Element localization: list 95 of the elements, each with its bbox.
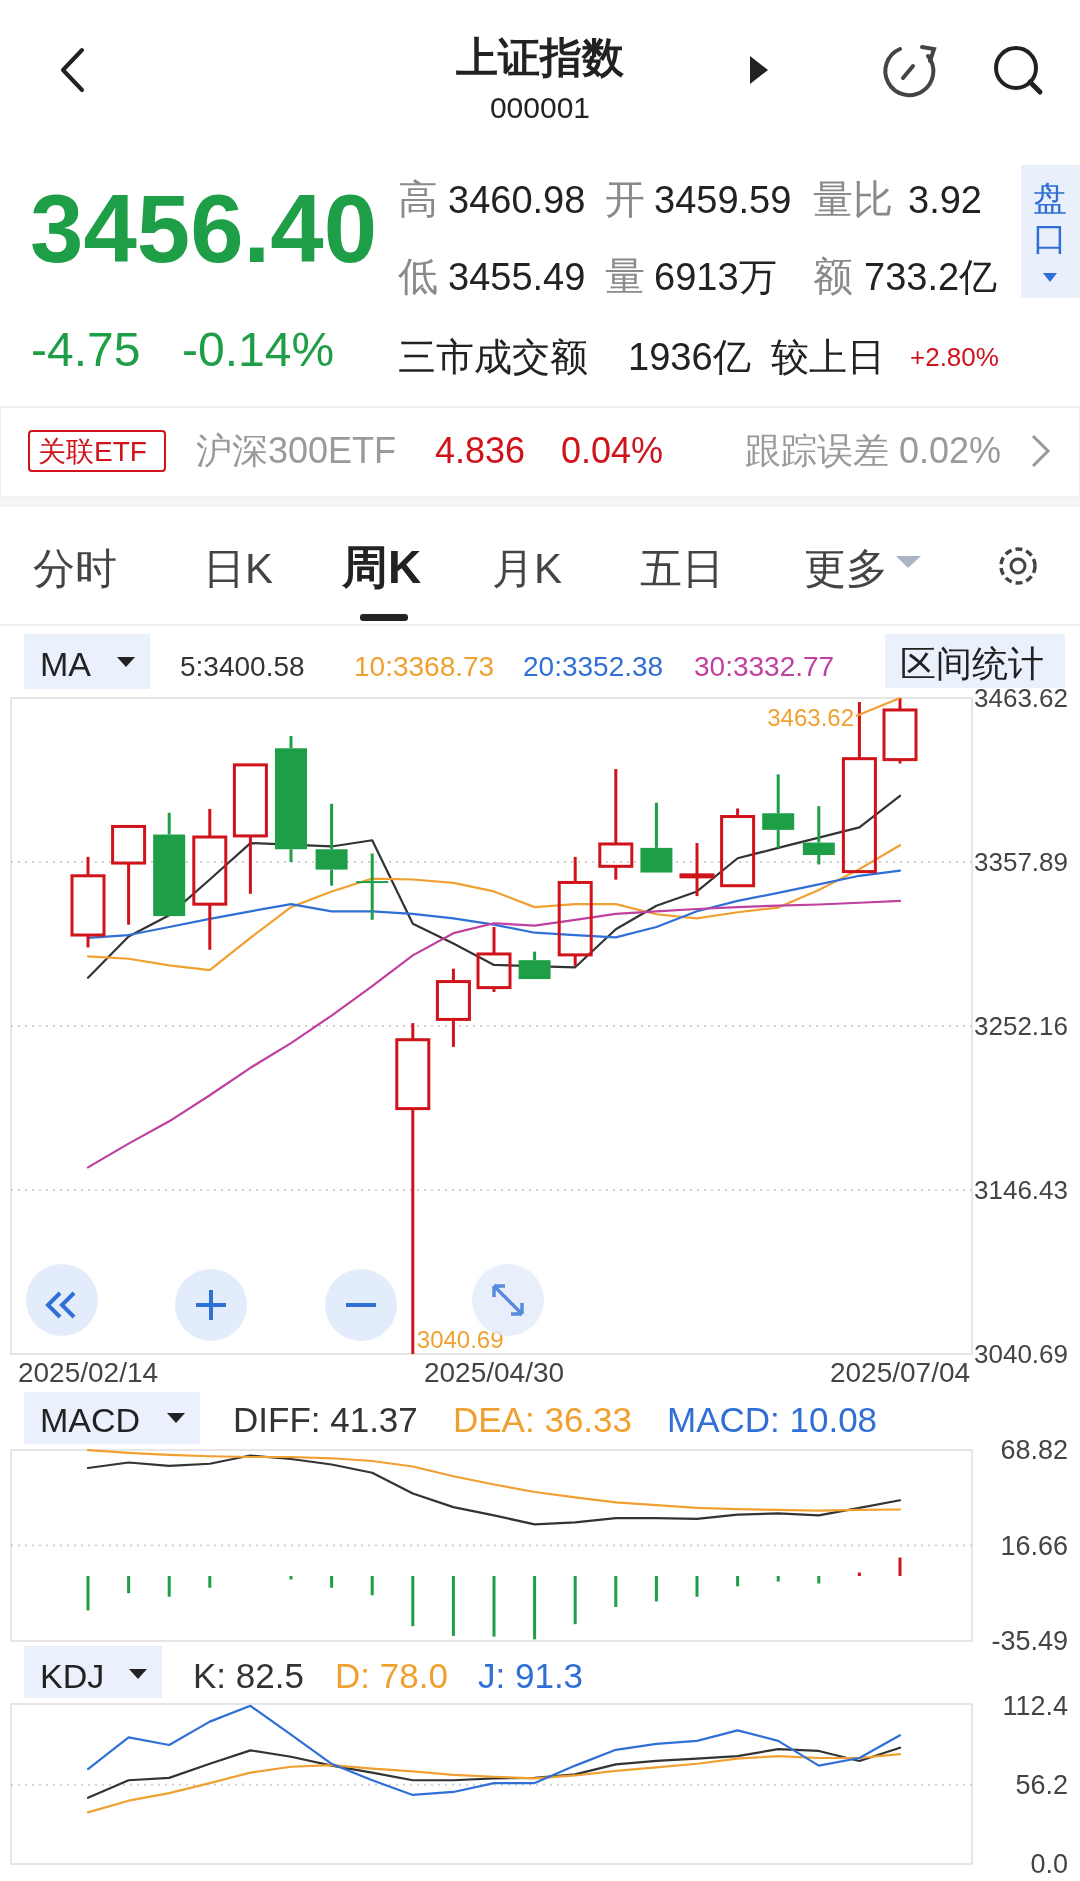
y-tick-label: 16.66 (1000, 1530, 1068, 1561)
text: 20:3352.38 (523, 651, 664, 682)
text: 量比 (813, 177, 893, 221)
bar (533, 1576, 537, 1640)
text: 3.92 (908, 179, 982, 221)
text: -0.14% (182, 323, 335, 376)
text: 4.836 (435, 430, 526, 471)
line-series (86, 794, 902, 979)
bar (330, 1576, 334, 1588)
candlestick (679, 843, 715, 898)
text: 更多 (804, 545, 888, 592)
text: 0.04% (561, 430, 664, 471)
bar (208, 1576, 212, 1588)
x-tick-label: 2025/02/14 (17, 1357, 159, 1388)
series-label: DEA: 36.33 (453, 1400, 632, 1439)
text: 000001 (489, 91, 591, 124)
bar (898, 1557, 902, 1577)
text: 3455.49 (448, 256, 586, 298)
y-tick-label: 3146.43 (974, 1174, 1068, 1205)
text: 量 (605, 254, 645, 298)
x-tick-label: 2025/07/04 (829, 1357, 971, 1388)
bar (857, 1572, 861, 1577)
text: 较上日 (771, 336, 885, 378)
bar (411, 1576, 415, 1627)
text: 日K (203, 545, 274, 592)
chart-title: KDJ (40, 1657, 105, 1695)
line-series (86, 844, 902, 972)
y-tick-label: 56.2 (1015, 1769, 1068, 1800)
bar (573, 1576, 577, 1625)
bar (127, 1576, 131, 1594)
series-label: K: 82.5 (193, 1656, 304, 1695)
text: 10:3368.73 (354, 651, 495, 682)
x-tick-label: 2025/04/30 (423, 1357, 565, 1388)
text: 盘口 (1033, 179, 1067, 257)
text: +2.80% (910, 342, 999, 372)
text: 3456.40 (30, 175, 378, 282)
text: 1936亿 (628, 336, 751, 378)
y-tick-label: 68.82 (1000, 1435, 1068, 1465)
text: MACD: 10.08 (667, 1400, 878, 1439)
text: 沪深300ETF (196, 430, 397, 471)
bar (614, 1576, 618, 1607)
y-tick-label: 3040.69 (974, 1339, 1068, 1369)
text: 月K (492, 545, 563, 592)
text: 3460.98 (448, 179, 586, 221)
annotation: 3040.69 (416, 1326, 504, 1353)
text: 区间统计 (900, 643, 1044, 684)
chart-title: MA (40, 645, 92, 683)
candlestick (598, 769, 634, 880)
line-series (86, 1752, 902, 1814)
y-tick-label: 3357.89 (974, 847, 1068, 877)
text: D: 78.0 (335, 1656, 448, 1695)
line-series (86, 1454, 902, 1526)
series-label: J: 91.3 (478, 1656, 584, 1695)
text: 周K (341, 541, 422, 593)
candlestick (557, 855, 593, 966)
bar (492, 1576, 496, 1637)
line-series (86, 1746, 902, 1799)
text: 分时 (33, 545, 117, 592)
y-tick-label: 3463.62 (974, 683, 1068, 713)
bar (736, 1576, 740, 1587)
text: 5:3400.58 (180, 651, 305, 682)
text: 3459.59 (654, 179, 792, 221)
bar (289, 1576, 293, 1580)
text: 上证指数 (455, 34, 625, 81)
annotation: 3463.62 (767, 704, 854, 731)
bar (370, 1576, 374, 1596)
text: 低 (398, 254, 438, 298)
text: 额 (813, 254, 853, 298)
bar (817, 1576, 821, 1584)
text: 30:3332.77 (694, 651, 835, 682)
text: -4.75 (31, 323, 141, 376)
line-series (86, 899, 902, 1169)
y-tick-label: 3252.16 (974, 1010, 1068, 1041)
bar (654, 1576, 658, 1602)
y-tick-label: 112.4 (1002, 1690, 1068, 1721)
bar (86, 1576, 90, 1611)
text: 高 (398, 177, 438, 221)
text: 6913万 (654, 256, 777, 298)
text: 五日 (640, 545, 724, 592)
text: 关联ETF (38, 436, 147, 467)
text: 733.2亿 (864, 256, 998, 298)
text: 开 (605, 177, 645, 221)
y-tick-label: 0.0 (1030, 1849, 1068, 1879)
series-label: DIFF: 41.37 (233, 1400, 418, 1439)
candlestick (192, 807, 228, 950)
bar (695, 1576, 699, 1597)
bar (167, 1576, 171, 1597)
text: 三市成交额 (398, 336, 588, 378)
line-series (86, 1704, 902, 1797)
line-series (86, 1448, 902, 1512)
text: 跟踪误差 0.02% (745, 430, 1002, 471)
chart-title: MACD (40, 1401, 141, 1439)
y-tick-label: -35.49 (991, 1626, 1068, 1656)
bar (451, 1576, 455, 1636)
bar (776, 1576, 780, 1582)
